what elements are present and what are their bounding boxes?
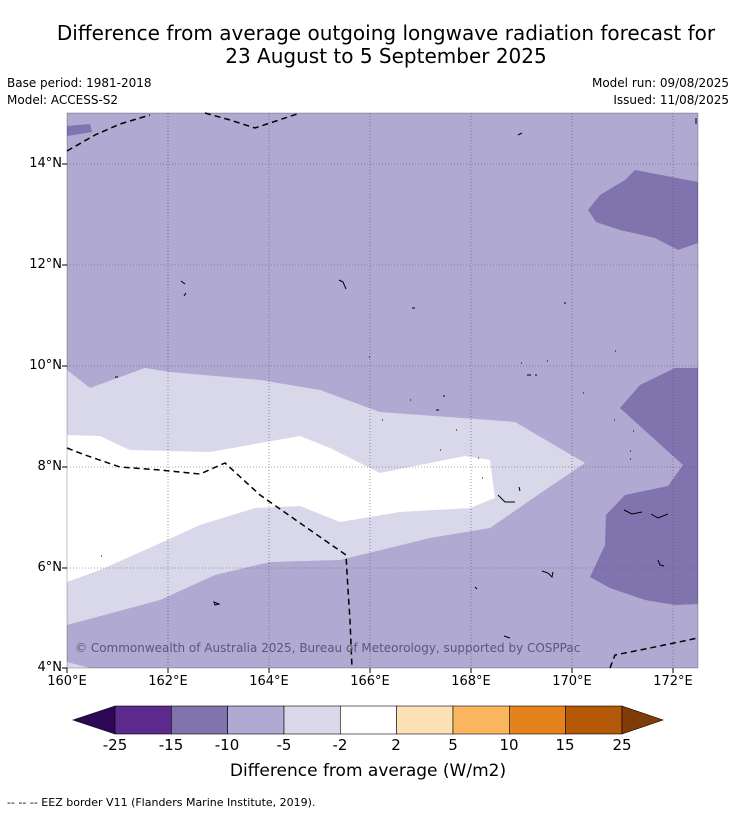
colorbar-tick-label: -5 [276,736,292,754]
lat-label-10n: 10°N [29,358,62,373]
lon-label-168e: 168°E [451,674,491,689]
colorbar-title: Difference from average (W/m2) [229,761,507,781]
lat-label-4n: 4°N [37,660,63,675]
map-border [66,112,699,669]
colorbar-segment [171,705,228,735]
lat-label-14n: 14°N [29,156,62,171]
colorbar-tick-label: -2 [332,736,348,754]
model-name: Model: ACCESS-S2 [7,93,119,107]
colorbar-segment [114,705,172,735]
colorbar-extend-high [621,705,664,735]
lat-label-6n: 6°N [37,560,63,575]
colorbar-tick-label: 25 [612,736,632,754]
dark-patch-east [590,368,698,605]
colorbar-tick-label: -15 [158,736,184,754]
bottom-light-strip [67,662,90,668]
colorbar-segment [227,705,285,735]
issued-date: Issued: 11/08/2025 [613,93,729,107]
tick-marks [62,163,674,673]
lon-label-162e: 162°E [148,674,188,689]
lon-label-160e: 160°E [47,674,87,689]
colorbar-tick-label: -10 [214,736,240,754]
gridlines [67,113,698,668]
map-title-line2: 23 August to 5 September 2025 [225,44,547,68]
colorbar [72,705,664,735]
lon-label-166e: 166°E [350,674,390,689]
model-run: Model run: 09/08/2025 [591,76,729,90]
colorbar-segment [340,705,397,735]
map-title: Difference from average outgoing longwav… [0,22,736,68]
dark-patch-northeast [588,170,698,250]
colorbar-tick-label: 15 [555,736,575,754]
eez-footnote: -- -- -- EEZ border V11 (Flanders Marine… [7,796,316,809]
base-period: Base period: 1981-2018 [7,76,152,90]
colorbar-tick-label: 2 [391,736,401,754]
lat-label-8n: 8°N [37,459,63,474]
lon-label-170e: 170°E [552,674,592,689]
lat-label-12n: 12°N [29,257,62,272]
colorbar-segment [283,705,341,735]
map-title-line1: Difference from average outgoing longwav… [56,21,716,45]
colorbar-segment [509,705,566,735]
colorbar-tick-label: -25 [102,736,128,754]
colorbar-tick-label: 10 [499,736,519,754]
eez-borders [66,112,699,669]
dark-patch-northwest [67,124,92,136]
colorbar-extend-low [72,705,116,735]
lon-label-164e: 164°E [249,674,289,689]
colorbar-segment [396,705,454,735]
colorbar-segment [452,705,510,735]
copyright-notice: © Commonwealth of Australia 2025, Bureau… [75,641,581,655]
meta-right: Model run: 09/08/2025 Issued: 11/08/2025 [592,75,729,109]
lon-label-172e: 172°E [653,674,693,689]
meta-left: Base period: 1981-2018 Model: ACCESS-S2 [7,75,152,109]
islands [101,118,697,639]
colorbar-segment [565,705,623,735]
colorbar-tick-label: 5 [448,736,458,754]
